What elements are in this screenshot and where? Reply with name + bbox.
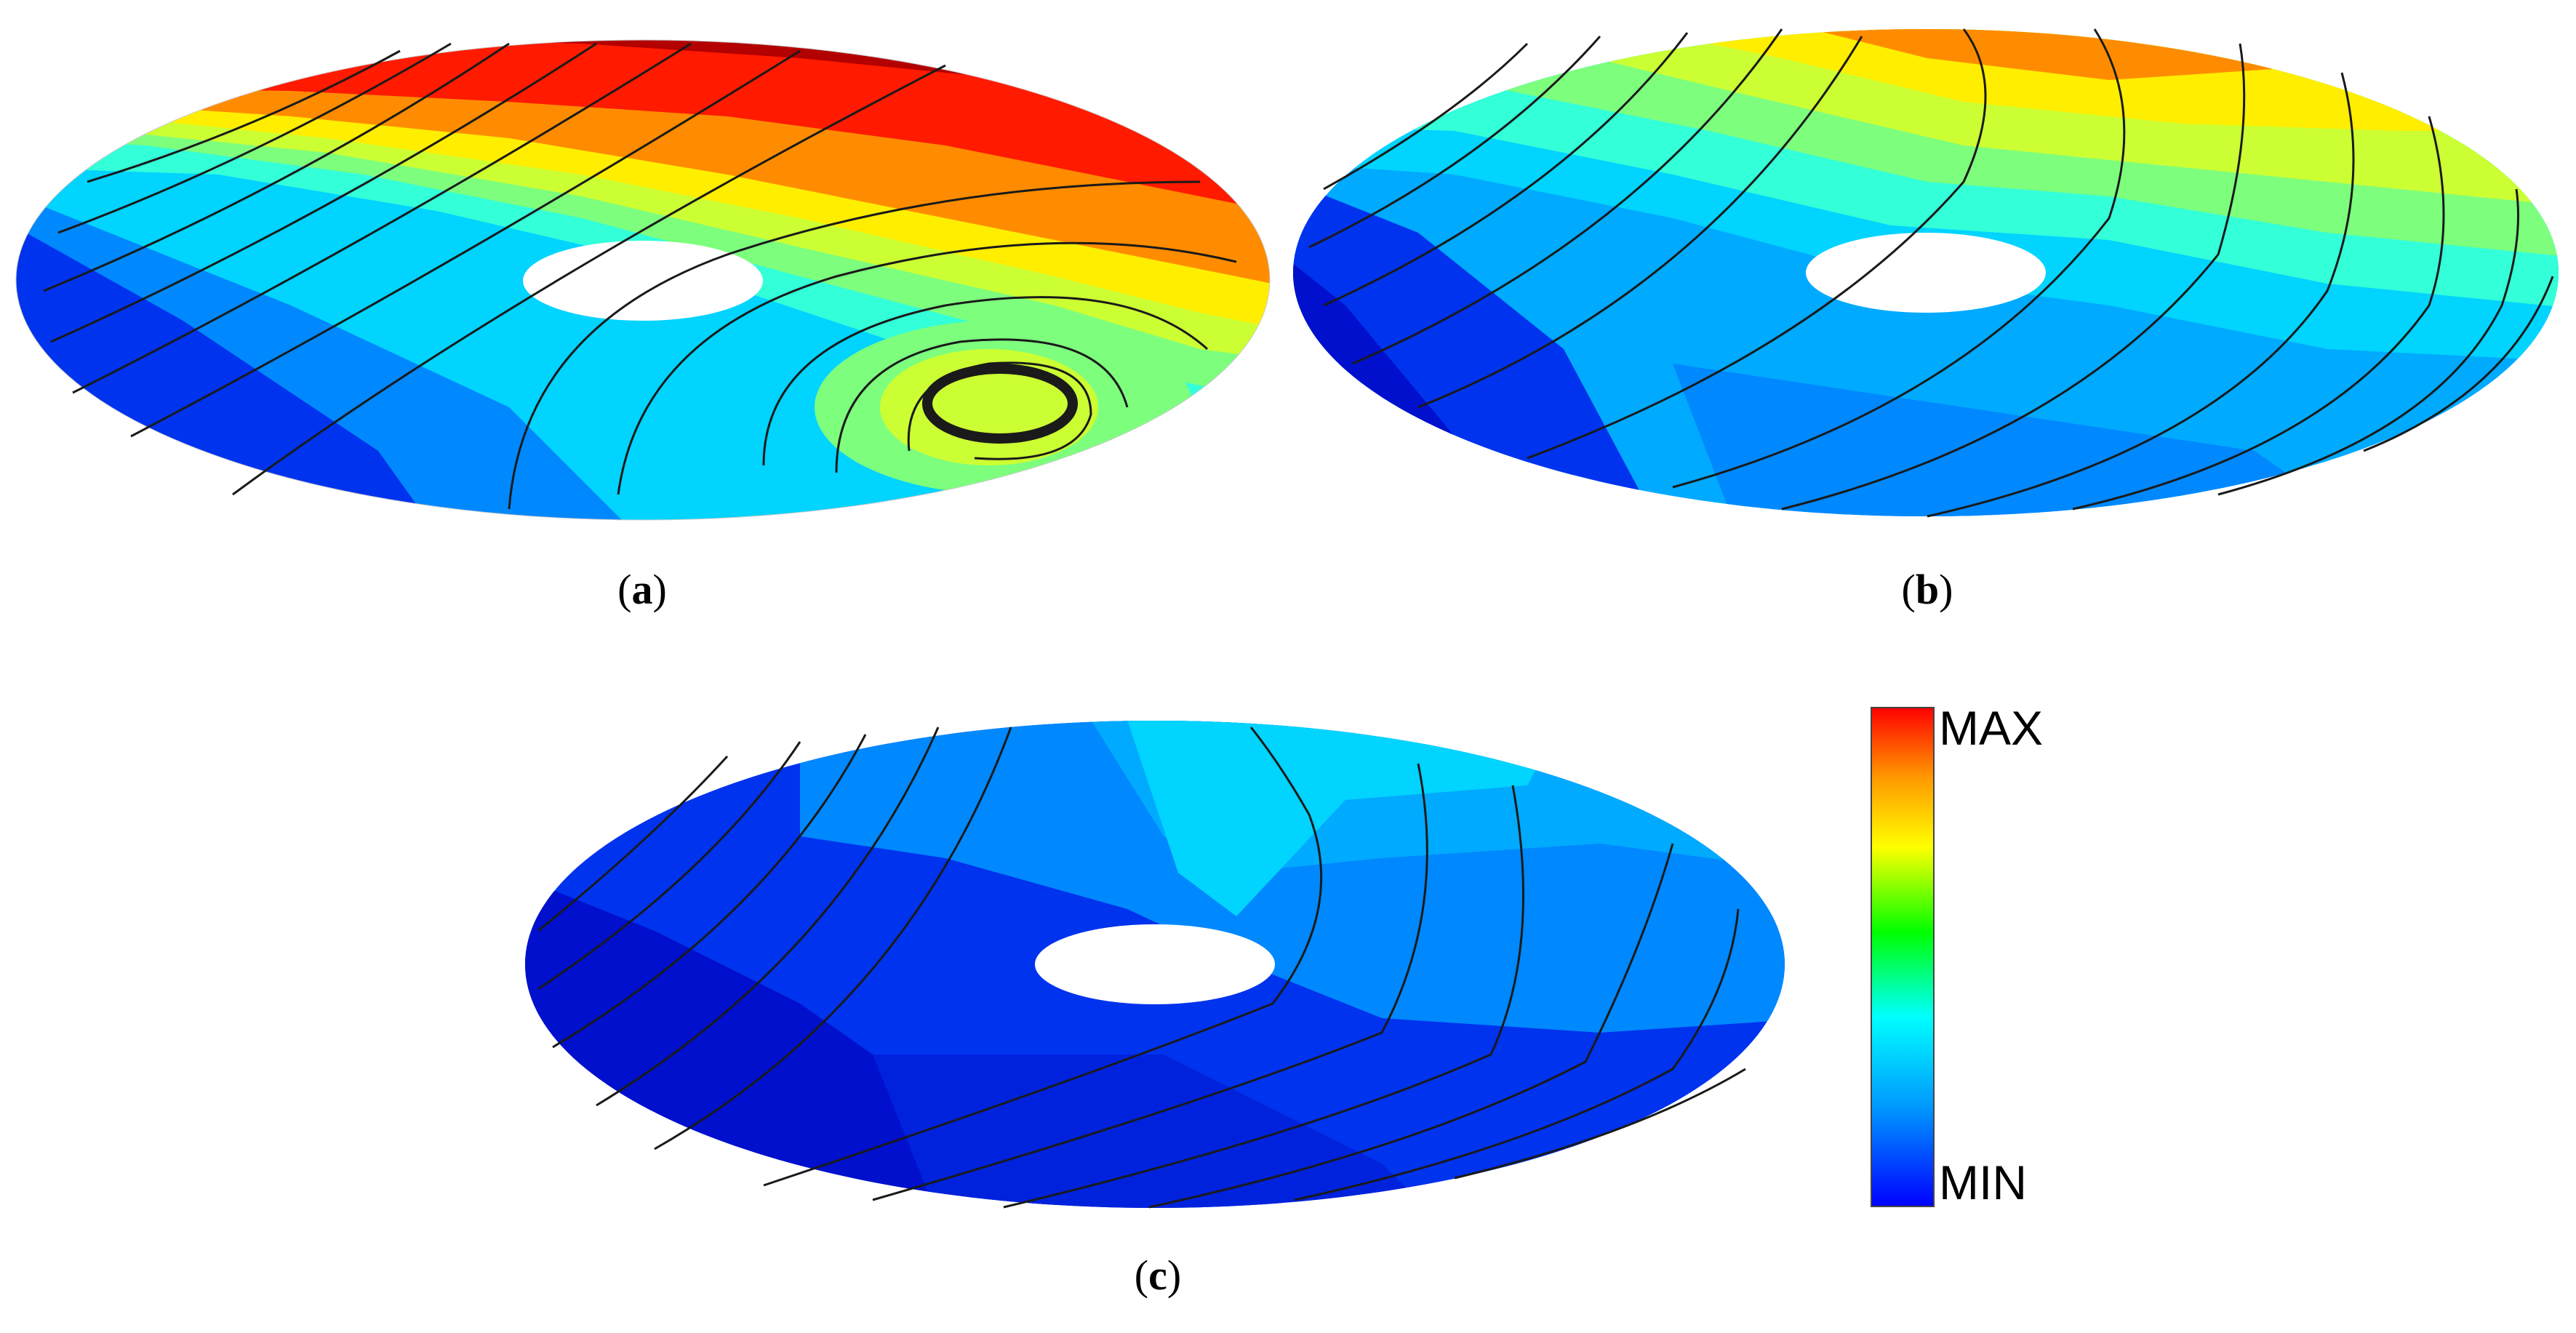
panel-b-hub-hole (1806, 233, 2046, 313)
colorbar-min-label: MIN (1939, 1156, 2027, 1209)
panel-b-streamlines (1308, 28, 2554, 518)
colorbar (1871, 707, 1935, 1207)
panel-b-contour (1293, 29, 2559, 516)
panel-a-hub-hole (523, 241, 763, 321)
colorbar-max-label: MAX (1939, 701, 2044, 755)
caption-c: (c) (1134, 1252, 1182, 1299)
caption-a: (a) (617, 566, 667, 613)
panel-c-hub-hole (1035, 924, 1275, 1004)
caption-b: (b) (1901, 566, 1953, 613)
panel-a-streamlines (43, 42, 1237, 510)
colorbar-gradient (1871, 707, 1935, 1207)
panel-a-contour (15, 39, 1271, 521)
panel-c-streamlines (537, 726, 1746, 1209)
panel-c-contour (525, 721, 1785, 1208)
